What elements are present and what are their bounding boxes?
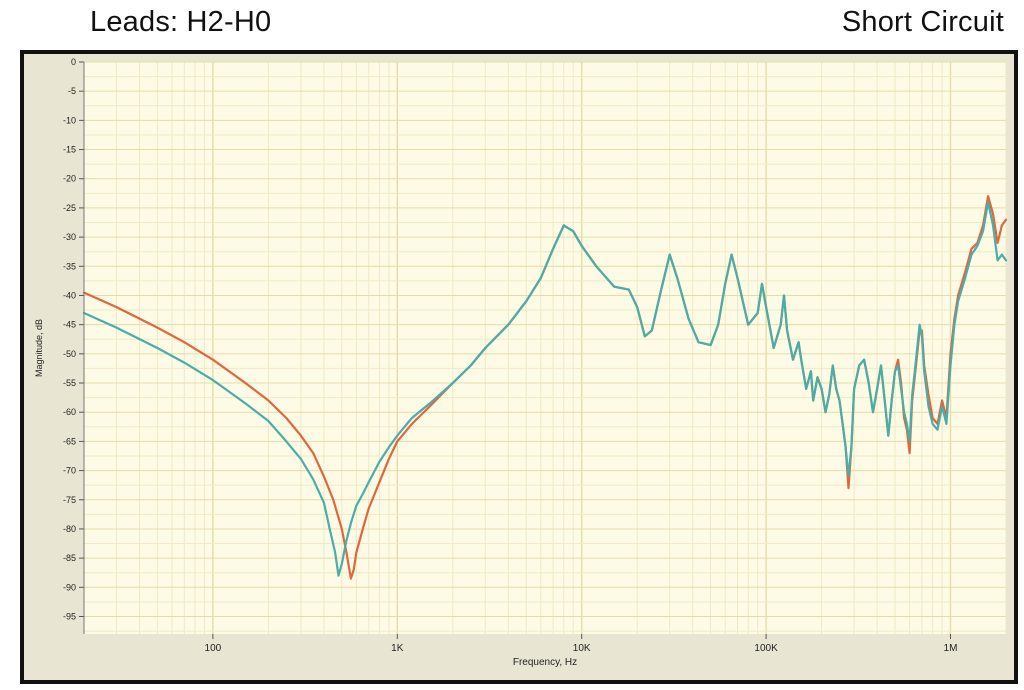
- y-tick-label: -10: [63, 115, 76, 125]
- x-tick-label: 100K: [754, 643, 778, 654]
- y-tick-label: -70: [63, 466, 76, 476]
- y-tick-label: -60: [63, 407, 76, 417]
- minor-grid: [83, 62, 1007, 634]
- x-axis-label: Frequency, Hz: [513, 657, 577, 668]
- y-tick-label: -20: [63, 174, 76, 184]
- y-tick-label: -90: [63, 582, 76, 592]
- plot-area: [84, 62, 1006, 634]
- y-tick-label: -15: [63, 145, 76, 155]
- y-axis-label: Magnitude, dB: [34, 319, 44, 377]
- y-tick-label: -50: [63, 349, 76, 359]
- y-tick-label: 0: [71, 57, 76, 67]
- y-tick-label: -40: [63, 290, 76, 300]
- y-tick-label: -55: [63, 378, 76, 388]
- x-tick-label: 10K: [573, 643, 591, 654]
- y-axis-ticks: 0 -5 -10 -15 -20 -25 -30 -35 -40 -45 -50 -55 -60 -65 -…: [63, 57, 84, 621]
- y-tick-label: -80: [63, 524, 76, 534]
- x-tick-label: 100: [205, 643, 222, 654]
- y-tick-label: -25: [63, 203, 76, 213]
- y-tick-label: -5: [68, 86, 76, 96]
- major-grid: [84, 61, 1006, 632]
- y-tick-label: -45: [63, 320, 76, 330]
- test-condition-title: Short Circuit: [841, 6, 1004, 38]
- x-tick-label: 1M: [944, 643, 958, 654]
- y-tick-label: -65: [63, 436, 76, 446]
- y-tick-label: -85: [63, 553, 76, 563]
- frequency-response-chart: 0 -5 -10 -15 -20 -25 -30 -35 -40 -45 -50 -55 -60 -65 -…: [34, 57, 1008, 668]
- y-tick-label: -30: [63, 232, 76, 242]
- leads-title: Leads: H2-H0: [90, 6, 272, 38]
- series-line-2: [82, 201, 1008, 577]
- x-axis-ticks: 100 1K 10K 100K 1M: [205, 634, 958, 654]
- y-tick-label: -75: [63, 495, 76, 505]
- chart-frame: 0 -5 -10 -15 -20 -25 -30 -35 -40 -45 -50 -55 -60 -65 -…: [20, 50, 1018, 684]
- y-tick-label: -95: [63, 611, 76, 621]
- x-tick-label: 1K: [391, 643, 404, 654]
- y-tick-label: -35: [63, 261, 76, 271]
- series-group: [82, 195, 1008, 580]
